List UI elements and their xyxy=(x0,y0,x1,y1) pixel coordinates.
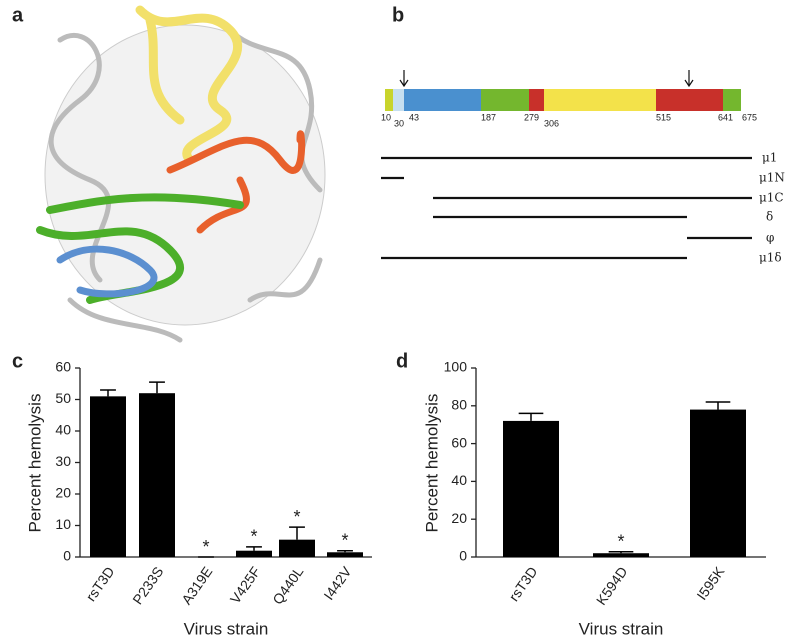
fragment-lines xyxy=(381,156,752,260)
protein-structure xyxy=(36,5,326,343)
panel-label: c xyxy=(12,350,23,372)
fragment-label: μ1N xyxy=(759,171,785,185)
y-tick-label: 20 xyxy=(55,485,71,501)
x-axis-title: Virus strain xyxy=(579,619,664,638)
position-label: 30 xyxy=(394,118,404,128)
bar xyxy=(139,393,175,557)
y-tick-label: 60 xyxy=(55,359,71,375)
y-tick-label: 30 xyxy=(55,453,71,469)
fragment-label: δ xyxy=(766,210,773,224)
x-tick-label: Q440L xyxy=(269,564,306,608)
fragment-label: μ1 xyxy=(762,151,777,165)
error-bar xyxy=(100,389,116,397)
x-axis-title: Virus strain xyxy=(184,619,269,638)
error-bar xyxy=(608,550,634,554)
significance-mark: * xyxy=(250,527,257,547)
position-label: 306 xyxy=(544,118,559,128)
y-tick-label: 40 xyxy=(55,422,71,438)
fragment-label: μ1δ xyxy=(759,251,782,265)
x-tick-label: A319E xyxy=(178,564,215,608)
significance-mark: * xyxy=(617,531,624,551)
x-tick-label: V425F xyxy=(227,564,264,607)
significance-mark: * xyxy=(341,530,348,550)
fragment-label: μ1C xyxy=(759,191,784,205)
y-tick-label: 10 xyxy=(55,516,71,532)
panel-label: a xyxy=(12,4,24,26)
significance-mark: * xyxy=(293,507,300,527)
bar xyxy=(327,552,363,557)
x-tick-label: P233S xyxy=(129,564,166,608)
y-tick-label: 80 xyxy=(451,397,467,413)
y-axis-title: Percent hemolysis xyxy=(25,394,44,533)
y-tick-label: 0 xyxy=(63,548,71,564)
panel-label: b xyxy=(392,4,404,26)
position-label: 675 xyxy=(742,112,757,122)
bar xyxy=(279,539,315,557)
error-bar xyxy=(149,381,165,394)
position-label: 515 xyxy=(656,112,671,122)
y-tick-label: 100 xyxy=(444,359,468,375)
position-label: 641 xyxy=(718,112,733,122)
significance-mark: * xyxy=(202,537,209,557)
y-tick-label: 50 xyxy=(55,390,71,406)
y-tick-label: 0 xyxy=(459,548,467,564)
error-bar xyxy=(289,526,305,540)
position-label: 43 xyxy=(409,112,419,122)
y-axis-title: Percent hemolysis xyxy=(422,394,441,533)
bar xyxy=(236,550,272,557)
domain-bar xyxy=(385,70,741,111)
panel-label: d xyxy=(396,350,408,372)
bar xyxy=(593,553,649,557)
position-labels: 10 30 43 187 279 306 515 641 675 xyxy=(381,112,757,128)
error-bar xyxy=(518,412,544,421)
position-label: 10 xyxy=(381,112,391,122)
bar xyxy=(690,409,746,557)
y-tick-label: 60 xyxy=(451,434,467,450)
position-label: 187 xyxy=(481,112,496,122)
x-tick-label: K594D xyxy=(593,564,631,608)
x-tick-label: rsT3D xyxy=(506,564,541,604)
fragment-label: φ xyxy=(766,231,774,245)
fragment-labels: μ1 μ1N μ1C δ φ μ1δ xyxy=(759,151,785,265)
bar xyxy=(90,396,126,557)
x-tick-label: rsT3D xyxy=(83,564,118,604)
error-bar xyxy=(705,401,731,410)
x-tick-label: I442V xyxy=(320,563,354,603)
error-bar xyxy=(337,549,353,553)
bar xyxy=(503,420,559,557)
error-bar xyxy=(246,546,262,551)
y-tick-label: 40 xyxy=(451,472,467,488)
position-label: 279 xyxy=(524,112,539,122)
x-tick-label: I595K xyxy=(693,563,727,603)
y-tick-label: 20 xyxy=(451,510,467,526)
